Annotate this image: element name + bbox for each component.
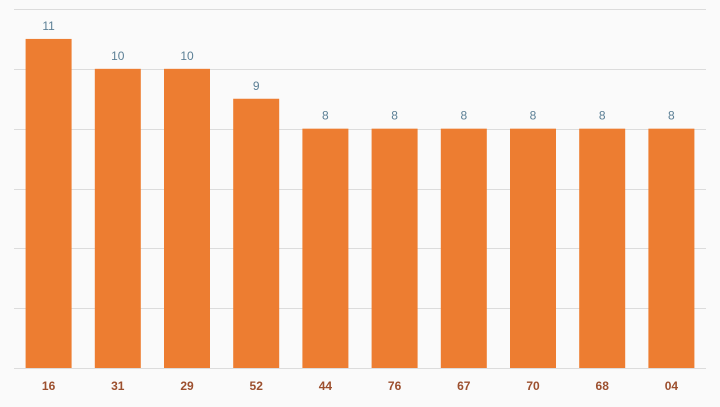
bar <box>510 128 556 368</box>
bar <box>440 128 487 368</box>
value-label: 8 <box>322 109 329 123</box>
x-tick-label: 31 <box>111 379 125 393</box>
bar <box>164 68 210 368</box>
x-tick-label: 68 <box>596 379 610 393</box>
value-label: 8 <box>668 109 675 123</box>
bar <box>25 38 72 369</box>
x-tick-label: 70 <box>526 379 540 393</box>
x-tick-label: 04 <box>665 379 679 393</box>
x-tick-label: 52 <box>250 379 264 393</box>
x-tick-label: 29 <box>180 379 194 393</box>
x-tick-label: 44 <box>319 379 333 393</box>
value-label: 8 <box>599 109 606 123</box>
bar <box>648 128 695 368</box>
bar <box>579 128 626 368</box>
value-label: 9 <box>253 79 260 93</box>
bar <box>94 68 141 368</box>
x-tick-label: 76 <box>388 379 402 393</box>
bar <box>371 128 418 368</box>
bar <box>233 98 280 368</box>
value-label: 8 <box>460 109 467 123</box>
value-label: 10 <box>180 49 194 63</box>
value-label: 11 <box>42 19 55 33</box>
value-label: 10 <box>111 49 125 63</box>
bar <box>302 128 349 368</box>
value-label: 8 <box>530 109 537 123</box>
value-label: 8 <box>391 109 398 123</box>
x-tick-label: 16 <box>42 379 56 393</box>
x-tick-label: 67 <box>457 379 471 393</box>
